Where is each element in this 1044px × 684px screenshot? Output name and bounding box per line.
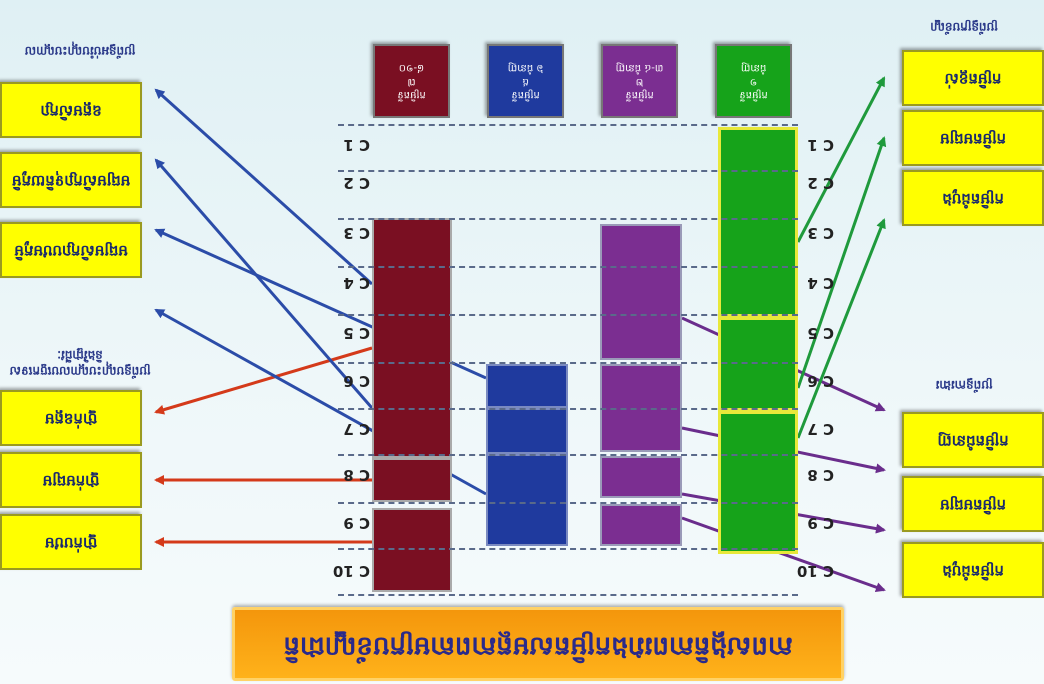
group-title-left-bottom: ប្រព័ន្ធបណ្តុះបណ្តាលបច្ចេកទេស និងវិជ្ជាជ…	[9, 348, 151, 378]
blue-seg-1	[486, 454, 568, 546]
level-label-7-b: C 7	[343, 420, 370, 438]
column-head-blue: កម្រិតទី ៥ ៦ ជំនាញ	[487, 44, 564, 118]
purple-seg-1	[600, 504, 682, 546]
arrow-11	[681, 516, 886, 593]
level-label-7-a: C 7	[807, 420, 834, 438]
level-label-4-b: C 4	[343, 274, 370, 292]
level-separator-8	[338, 454, 798, 456]
level-label-9-b: C 9	[343, 514, 370, 532]
level-label-8-a: C 8	[807, 466, 834, 484]
column-head-green-line3: ជំនាញ	[740, 62, 767, 74]
level-label-5-b: C 5	[343, 324, 370, 342]
column-head-blue-line1: កម្រិតទី	[511, 89, 540, 101]
box-right-4: មធ្យមសិក្សាបឋមភូមិ	[0, 222, 142, 278]
level-label-9-a: C 9	[807, 514, 834, 532]
group-title-right-top: ប្រព័ន្ធការងារ	[935, 378, 993, 392]
level-label-10-a: C 10	[796, 562, 834, 580]
level-label-1-b: C 1	[343, 136, 370, 154]
level-label-10-b: C 10	[332, 562, 370, 580]
green-seg-top	[718, 127, 798, 317]
group-title-right-bottom: ប្រព័ន្ធក្របខ័ណ្ឌ	[930, 20, 998, 34]
level-separator-11	[338, 594, 798, 596]
level-label-5-a: C 5	[807, 324, 834, 342]
maroon-seg-3	[372, 218, 452, 458]
box-right-3: ថ្នាក់ឧត្តម	[0, 390, 142, 446]
column-head-purple-line1: កម្រិតទី	[625, 89, 654, 101]
level-label-3-b: C 3	[343, 224, 370, 242]
level-label-6-a: C 6	[807, 372, 834, 390]
box-left-1: កម្រិតដំបូង	[902, 542, 1044, 598]
box-left-2: កម្រិតមធ្យម	[902, 476, 1044, 532]
level-label-8-b: C 8	[343, 466, 370, 484]
column-head-purple: កម្រិតទី ២ ៣-៤ ជំនាញ	[601, 44, 678, 118]
arrow-5	[154, 158, 374, 409]
level-label-3-a: C 3	[807, 224, 834, 242]
column-head-green-line2: ១	[749, 75, 758, 87]
box-right-1: ថ្នាក់បឋម	[0, 514, 142, 570]
level-label-4-a: C 4	[807, 274, 834, 292]
column-head-maroon-line3: ៨-១០	[398, 62, 425, 74]
purple-seg-4	[600, 224, 682, 360]
column-head-maroon-line2: ៧	[407, 75, 416, 87]
level-separator-10	[338, 548, 798, 550]
box-left-4: កម្រិតដំបូង	[902, 170, 1044, 226]
level-separator-4	[338, 266, 798, 268]
level-label-1-a: C 1	[807, 136, 834, 154]
level-label-2-b: C 2	[343, 174, 370, 192]
maroon-seg-1	[372, 508, 452, 592]
level-separator-6	[338, 362, 798, 364]
green-seg-bottom	[718, 411, 798, 554]
arrow-12	[796, 76, 886, 243]
column-head-blue-line2: ៥	[521, 75, 530, 87]
box-left-3: កម្រិតជំនាញ	[902, 412, 1044, 468]
column-head-green: កម្រិតទី ១ ជំនាញ	[715, 44, 792, 118]
arrow-1	[154, 346, 373, 415]
level-separator-7	[338, 408, 798, 410]
column-head-blue-line3: ៦ ជំនាញ	[507, 62, 544, 74]
box-right-5: មធ្យមសិក្សាទុតិយភូមិ	[0, 152, 142, 208]
level-separator-1	[338, 124, 798, 126]
box-left-6: កម្រិតខ្ពស់	[902, 50, 1044, 106]
group-title-left-top: ប្រព័ន្ធអប់រំបណ្តុះបណ្តាល	[24, 44, 136, 58]
arrow-13	[796, 136, 887, 389]
arrow-4	[154, 88, 374, 286]
column-head-green-line1: កម្រិតទី	[739, 89, 768, 101]
blue-seg-2	[486, 408, 568, 454]
level-separator-2	[338, 170, 798, 172]
level-separator-5	[338, 314, 798, 316]
level-label-2-a: C 2	[807, 174, 834, 192]
diagram-title: ភាពសង្គតិភាពរវាងកម្រិតសមត្ថភាពតាមក្របខ័ណ…	[232, 607, 844, 681]
purple-seg-2	[600, 456, 682, 498]
blue-seg-3	[486, 364, 568, 408]
box-right-6: ឧត្តមសិក្សា	[0, 82, 142, 138]
box-right-2: ថ្នាក់មធ្យម	[0, 452, 142, 508]
green-seg-middle	[718, 317, 798, 411]
column-head-maroon-line1: កម្រិតទី	[397, 89, 426, 101]
maroon-seg-2	[372, 458, 452, 502]
arrow-14	[796, 218, 886, 439]
column-head-maroon: កម្រិតទី ៧ ៨-១០	[373, 44, 450, 118]
box-left-5: កម្រិតមធ្យម	[902, 110, 1044, 166]
column-head-purple-line2: ២	[635, 75, 644, 87]
level-separator-9	[338, 502, 798, 504]
level-label-6-b: C 6	[343, 372, 370, 390]
column-head-purple-line3: ៣-៤ ជំនាញ	[615, 62, 664, 74]
level-separator-3	[338, 218, 798, 220]
